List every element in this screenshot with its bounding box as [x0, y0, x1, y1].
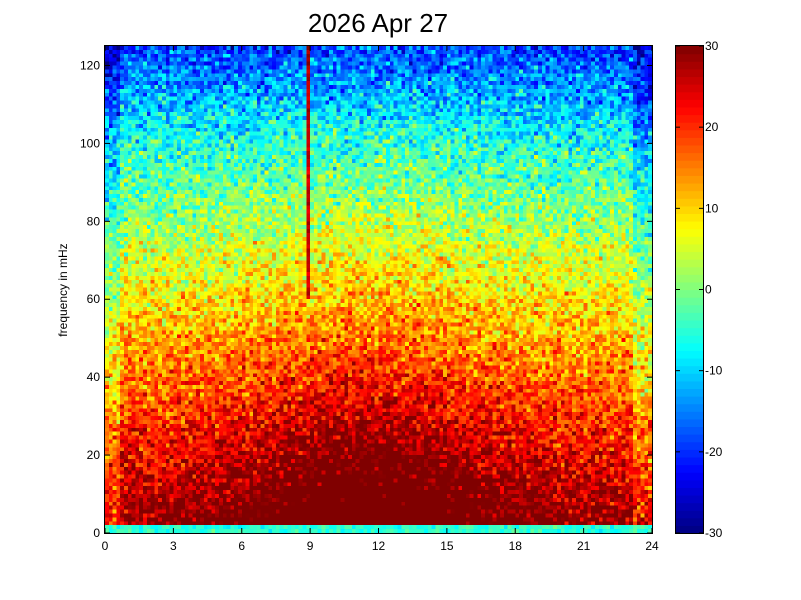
colorbar-swatch	[676, 342, 703, 351]
colorbar	[676, 46, 703, 534]
colorbar-swatch	[676, 357, 703, 367]
colorbar-swatch	[676, 479, 703, 488]
y-axis-label: frequency in mHz	[56, 243, 70, 336]
colorbar-swatch	[676, 160, 703, 169]
colorbar-swatch	[676, 365, 703, 374]
x-tick-label: 12	[372, 539, 386, 553]
x-tick-label: 9	[307, 539, 314, 553]
colorbar-swatch	[676, 494, 703, 504]
colorbar-swatch	[676, 396, 703, 405]
colorbar-swatch	[676, 411, 703, 420]
colorbar-swatch	[676, 327, 703, 336]
colorbar-tick-label: -30	[705, 526, 723, 540]
colorbar-swatch	[676, 274, 703, 283]
y-tick-label: 80	[87, 214, 101, 228]
colorbar-swatch	[676, 449, 703, 458]
x-tick-label: 6	[238, 539, 245, 553]
colorbar-swatch	[676, 464, 703, 473]
colorbar-swatch	[676, 182, 703, 192]
colorbar-swatch	[676, 297, 703, 306]
chart-title: 2026 Apr 27	[308, 8, 448, 38]
colorbar-swatch	[676, 99, 703, 108]
colorbar-swatch	[676, 289, 703, 298]
colorbar-swatch	[676, 403, 703, 412]
colorbar-swatch	[676, 144, 703, 154]
colorbar-swatch	[676, 350, 703, 359]
plot-frame	[104, 45, 653, 534]
y-tick-label: 40	[87, 370, 101, 384]
colorbar-swatch	[676, 312, 703, 321]
x-tick-label: 18	[509, 539, 523, 553]
colorbar-swatch	[676, 129, 703, 138]
colorbar-swatch	[676, 418, 703, 428]
x-tick-label: 3	[170, 539, 177, 553]
colorbar-swatch	[676, 84, 703, 93]
colorbar-swatch	[676, 259, 703, 268]
colorbar-tick-label: 0	[705, 283, 712, 297]
y-tick-label: 120	[80, 58, 100, 72]
colorbar-swatch	[676, 46, 703, 55]
colorbar-tick-label: -20	[705, 445, 723, 459]
colorbar-swatch	[676, 243, 703, 253]
colorbar-tick-label: 10	[705, 201, 719, 215]
x-tick-label: 24	[645, 539, 659, 553]
colorbar-swatch	[676, 221, 703, 230]
colorbar-swatch	[676, 426, 703, 435]
x-tick-label: 15	[440, 539, 454, 553]
colorbar-swatch	[676, 517, 703, 526]
colorbar-swatch	[676, 388, 703, 397]
colorbar-swatch	[676, 434, 703, 443]
colorbar-swatch	[676, 380, 703, 390]
heatmap-plot-area	[105, 46, 652, 533]
colorbar-frame	[675, 45, 704, 534]
colorbar-swatch	[676, 53, 703, 62]
colorbar-axis: 30 20 10 0 -10 -20 -30	[676, 39, 723, 540]
colorbar-swatch	[676, 335, 703, 344]
colorbar-swatch	[676, 152, 703, 161]
y-axis: 0 20 40 60 80 100 120	[80, 58, 652, 540]
colorbar-swatch	[676, 251, 703, 260]
colorbar-swatch	[676, 137, 703, 146]
colorbar-swatch	[676, 441, 703, 450]
colorbar-swatch	[676, 373, 703, 382]
colorbar-swatch	[676, 106, 703, 116]
colorbar-swatch	[676, 281, 703, 291]
x-axis: 0 3 6 9 12 15 18 21 24	[102, 46, 659, 553]
y-tick-label: 60	[87, 292, 101, 306]
colorbar-tick-label: 30	[705, 39, 719, 53]
colorbar-swatch	[676, 190, 703, 199]
heatmap-cells	[105, 46, 652, 533]
colorbar-swatch	[676, 319, 703, 329]
colorbar-swatch	[676, 525, 703, 534]
colorbar-swatch	[676, 76, 703, 85]
colorbar-swatch	[676, 213, 703, 222]
colorbar-swatch	[676, 228, 703, 237]
colorbar-swatch	[676, 167, 703, 176]
colorbar-swatch	[676, 61, 703, 70]
colorbar-swatch	[676, 114, 703, 123]
x-tick-label: 21	[577, 539, 591, 553]
x-tick-label: 0	[102, 539, 109, 553]
colorbar-swatch	[676, 502, 703, 511]
colorbar-swatch	[676, 487, 703, 496]
colorbar-tick-label: 20	[705, 120, 719, 134]
y-tick-label: 0	[93, 526, 100, 540]
y-tick-label: 20	[87, 448, 101, 462]
colorbar-swatch	[676, 266, 703, 275]
colorbar-swatch	[676, 236, 703, 245]
colorbar-swatch	[676, 198, 703, 207]
colorbar-swatch	[676, 175, 703, 184]
colorbar-tick-label: -10	[705, 364, 723, 378]
colorbar-swatch	[676, 91, 703, 100]
colorbar-swatch	[676, 456, 703, 466]
colorbar-swatch	[676, 304, 703, 313]
colorbar-swatch	[676, 472, 703, 481]
colorbar-swatch	[676, 205, 703, 215]
y-tick-label: 100	[80, 136, 100, 150]
colorbar-swatch	[676, 122, 703, 131]
colorbar-swatch	[676, 68, 703, 78]
colorbar-swatch	[676, 510, 703, 519]
